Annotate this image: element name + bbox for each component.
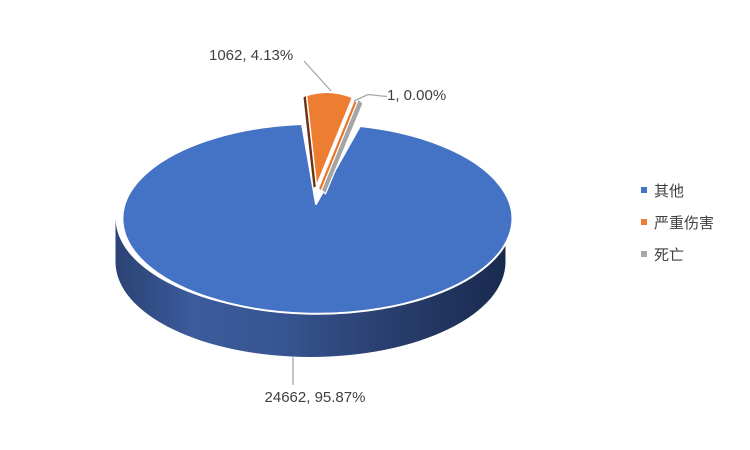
data-label-other: 24662, 95.87% — [264, 389, 366, 406]
pie-slice-other-top[interactable] — [121, 123, 514, 315]
leader-line-serious — [303, 60, 332, 92]
pie-slice-serious-sideface[interactable] — [318, 99, 358, 192]
legend-label-serious: 严重伤害 — [654, 214, 715, 232]
pie-slice-serious-top[interactable] — [305, 91, 354, 187]
data-label-serious: 1062, 4.13% — [209, 47, 294, 64]
legend-label-death: 死亡 — [654, 246, 685, 264]
legend-item-death[interactable]: 死亡 — [641, 238, 714, 270]
legend-label-other: 其他 — [654, 182, 685, 200]
legend-item-serious[interactable]: 严重伤害 — [641, 206, 714, 238]
legend-item-other[interactable]: 其他 — [641, 174, 714, 206]
legend-marker-other-icon — [641, 187, 647, 193]
data-label-death: 1, 0.00% — [387, 87, 447, 104]
pie-slice-other-side[interactable] — [115, 218, 506, 357]
leader-line-death — [353, 93, 388, 102]
legend-marker-death-icon — [641, 251, 647, 257]
legend-marker-serious-icon — [641, 219, 647, 225]
legend: 其他 严重伤害 死亡 — [641, 174, 714, 270]
